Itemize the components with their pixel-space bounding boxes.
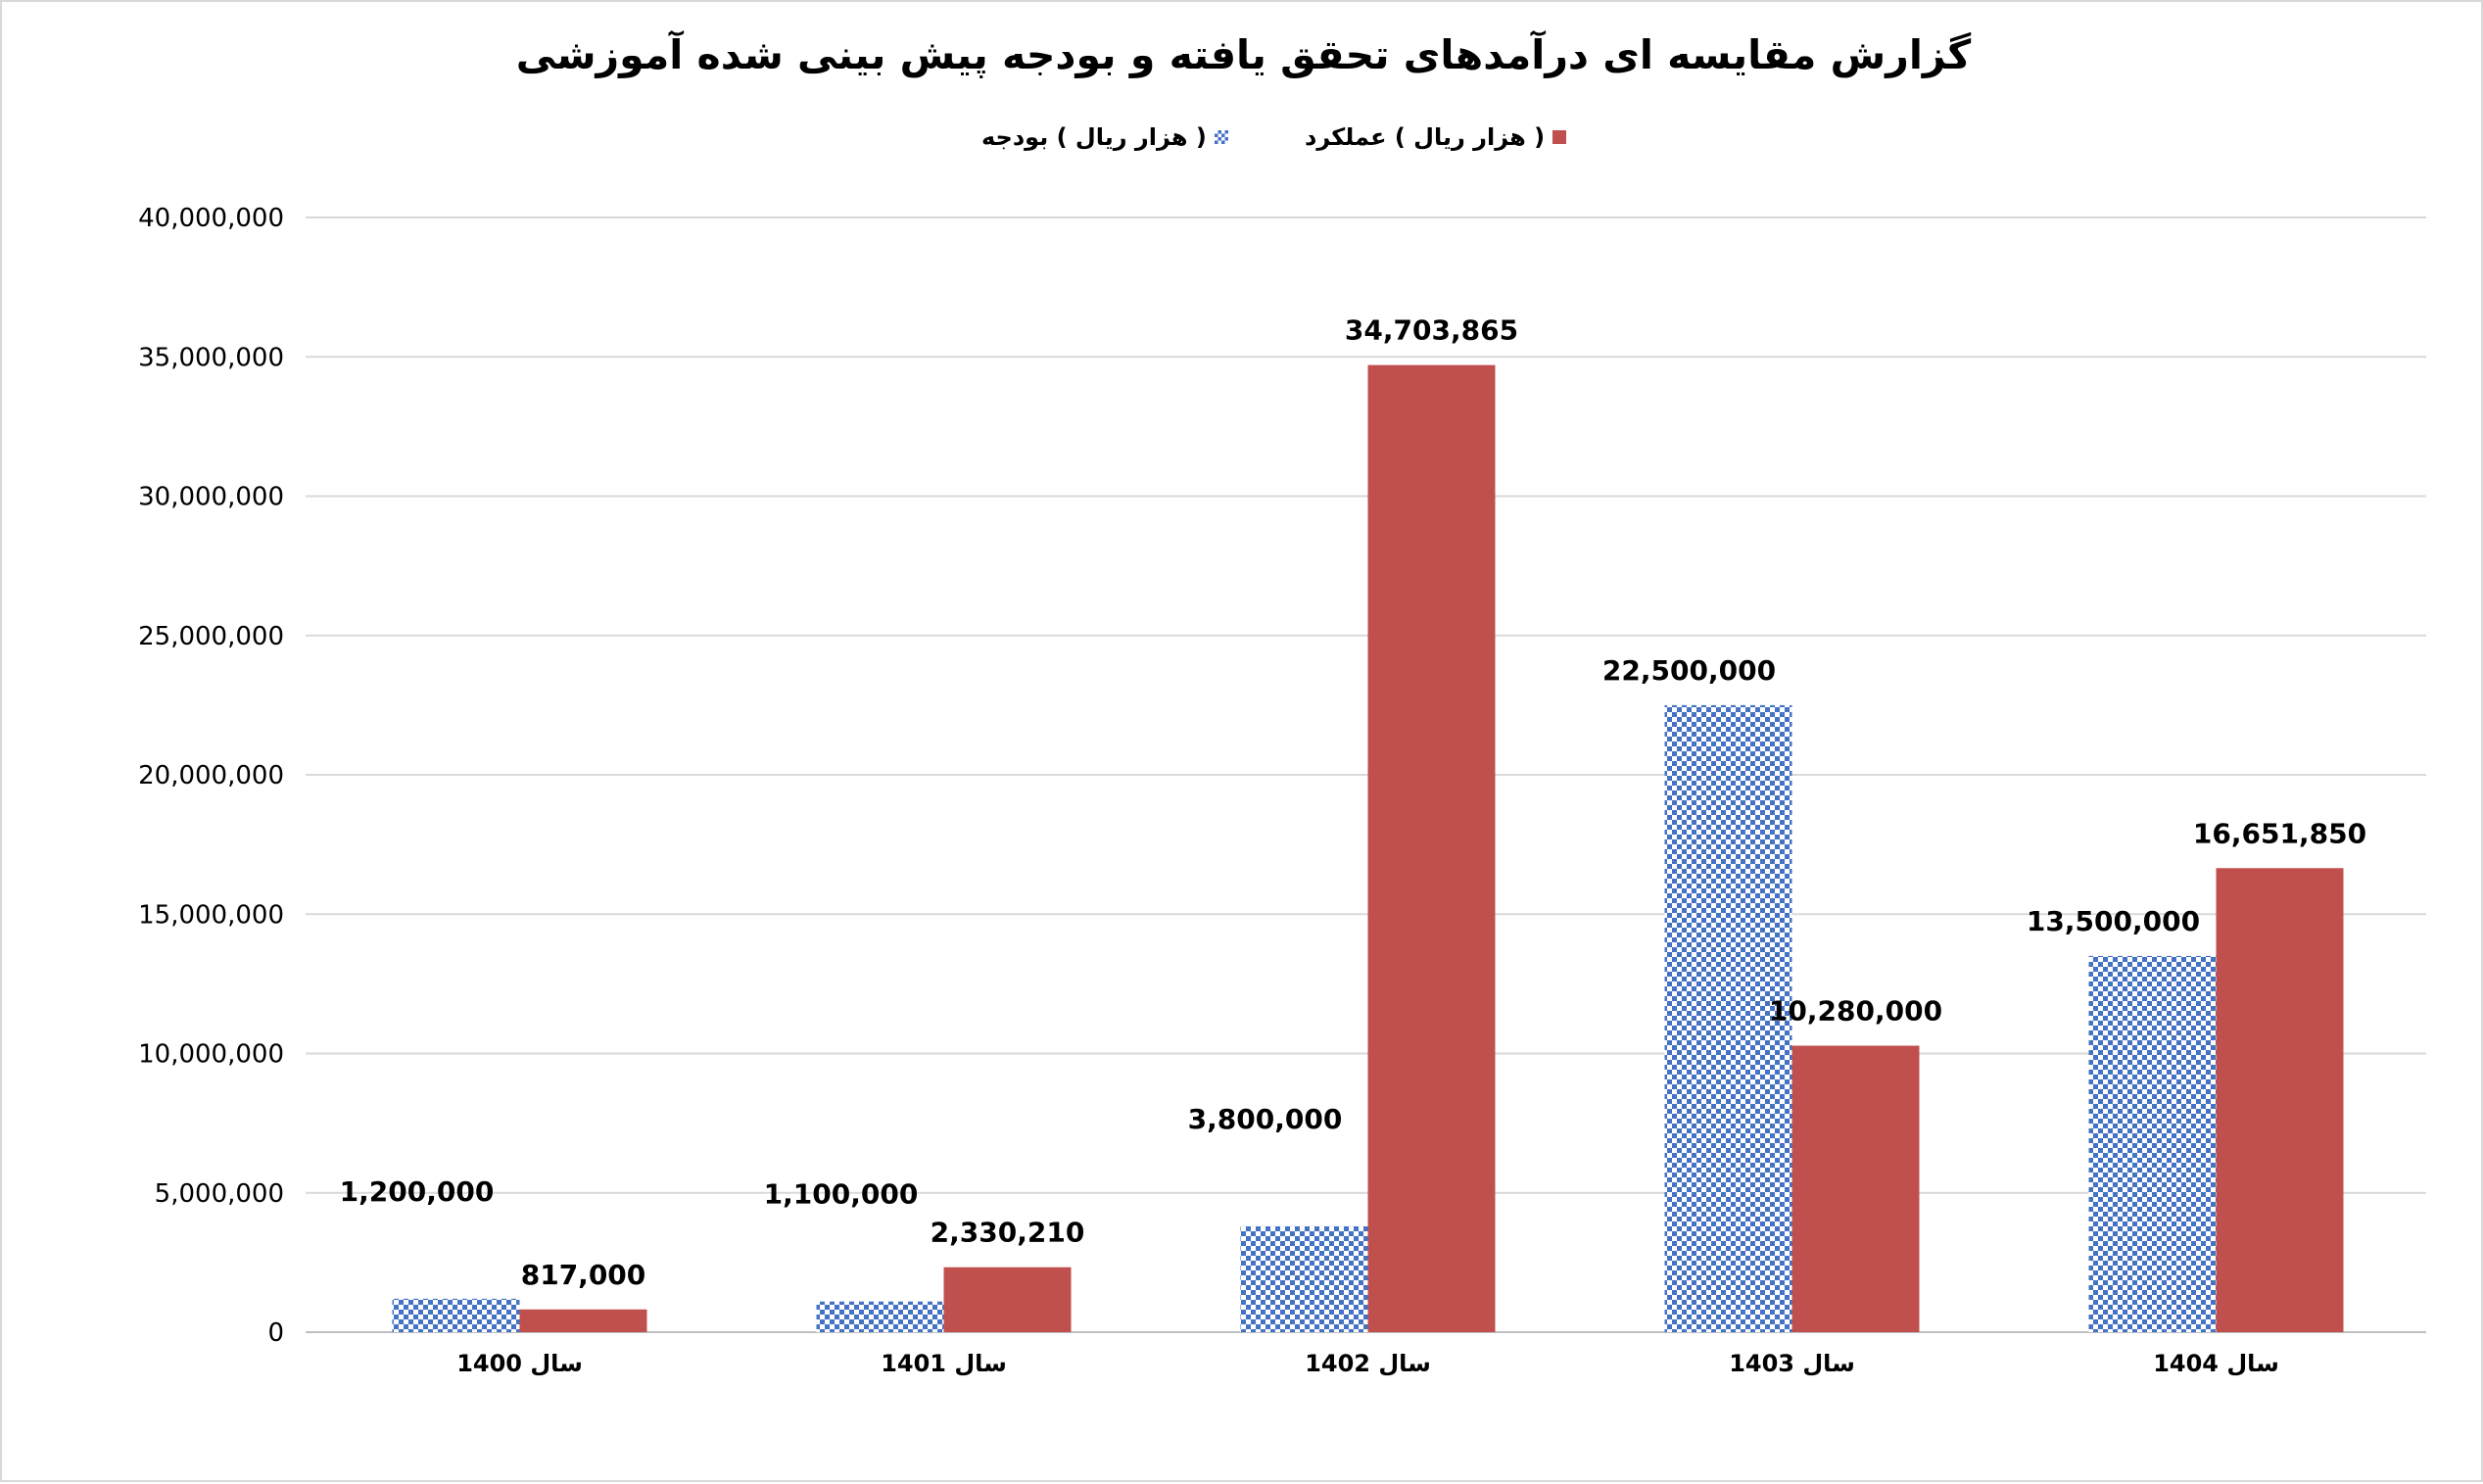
legend-label-actual: ( هزار ریال ) عملکرد [1305,123,1546,151]
bar-actual [519,1309,647,1332]
legend-swatch-actual [1552,130,1567,144]
y-tick-label: 25,000,000 [138,622,284,651]
data-label-actual: 16,651,850 [2193,817,2366,849]
x-category-label: سال 1404 [2153,1350,2279,1377]
y-axis-tick-labels: 0 5,000,000 10,000,000 15,000,000 20,000,000… [138,204,284,1348]
bar-actual [1367,364,1496,1332]
x-category-label: سال 1403 [1729,1350,1855,1377]
bars [392,364,2344,1332]
bar-budget [816,1301,944,1332]
bar-actual [1791,1045,1920,1332]
y-tick-label: 35,000,000 [138,343,284,372]
y-tick-label: 30,000,000 [138,483,284,512]
y-tick-label: 20,000,000 [138,761,284,790]
data-label-budget: 22,500,000 [1602,654,1776,687]
data-label-actual: 10,280,000 [1769,995,1942,1028]
bar-actual [943,1267,1072,1332]
data-label-budget: 13,500,000 [2027,905,2200,937]
y-tick-label: 10,000,000 [138,1040,284,1070]
data-label-actual: 817,000 [521,1259,646,1291]
data-label-actual: 2,330,210 [931,1217,1085,1249]
chart-title: گزارش مقایسه ای درآمدهای تحقق یافته و بو… [515,31,1972,78]
data-label-actual: 34,703,865 [1345,314,1518,347]
y-tick-label: 40,000,000 [138,204,284,233]
legend-label-budget: ( هزار ریال ) بودجه [981,123,1207,151]
x-category-label: سال 1400 [456,1350,583,1377]
x-category-label: سال 1401 [881,1350,1007,1377]
bar-budget [1240,1225,1368,1332]
data-label-budget: 1,100,000 [764,1178,919,1211]
data-label-budget: 1,200,000 [340,1175,495,1208]
x-category-label: سال 1402 [1305,1350,1431,1377]
y-tick-label: 15,000,000 [138,900,284,930]
y-tick-label: 0 [267,1318,284,1348]
bar-budget [1664,704,1792,1332]
legend-item-actual: ( هزار ریال ) عملکرد [1305,123,1567,151]
data-label-budget: 3,800,000 [1188,1103,1343,1135]
data-labels: 1,200,000 817,000 1,100,000 2,330,210 3,800,… [340,314,2366,1291]
bar-budget [392,1298,520,1332]
legend-swatch-budget [1214,130,1228,144]
bar-budget [2088,955,2217,1332]
legend-item-budget: ( هزار ریال ) بودجه [981,123,1228,151]
x-axis-category-labels: سال 1400 سال 1401 سال 1402 سال 1403 سال 1404 [456,1350,2279,1377]
bar-actual [2216,868,2344,1332]
y-tick-label: 5,000,000 [155,1179,284,1209]
